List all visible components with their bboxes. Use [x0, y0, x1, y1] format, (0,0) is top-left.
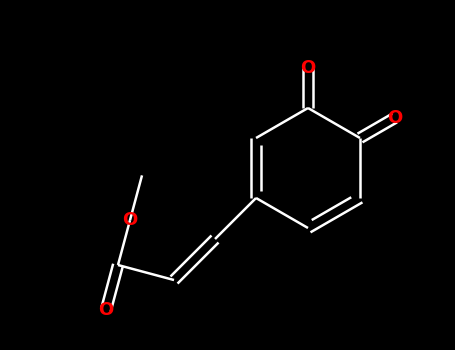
Text: O: O: [387, 109, 402, 127]
Text: O: O: [300, 59, 316, 77]
Text: O: O: [122, 211, 137, 229]
Text: O: O: [98, 301, 114, 319]
